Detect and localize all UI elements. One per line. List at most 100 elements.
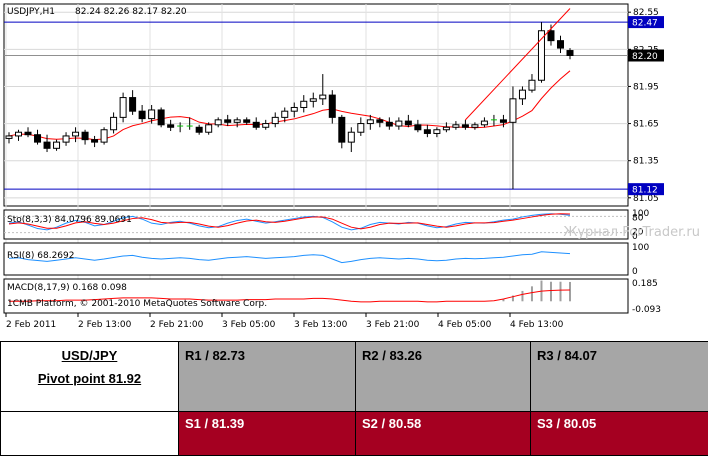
macd-label: MACD(8,17,9) 0.168 0.098: [7, 283, 127, 293]
candle-body: [377, 120, 383, 122]
candle-body: [158, 110, 164, 125]
candle-body: [234, 120, 240, 122]
candle-body: [500, 120, 506, 122]
empty-cell: [1, 412, 179, 456]
candle-body: [63, 136, 69, 142]
macd-tick-label: 0.185: [632, 279, 658, 289]
resistance-2: R2 / 83.26: [356, 342, 531, 412]
rsi-tick-label: 0: [632, 267, 638, 277]
time-tick-label: 3 Feb 13:00: [294, 320, 348, 330]
time-tick-label: 2 Feb 21:00: [150, 320, 204, 330]
candle-body: [557, 41, 563, 48]
candle-body: [301, 101, 307, 107]
pivot-header-cell: USD/JPY Pivot point 81.92: [1, 342, 179, 412]
candle-body: [510, 99, 516, 123]
candle-body: [443, 127, 449, 129]
candle-body: [405, 121, 411, 125]
macd-tick-label: -0.093: [632, 305, 661, 315]
candle-body: [111, 117, 117, 129]
candle-body: [44, 142, 50, 148]
candle-body: [462, 125, 468, 127]
candle-body: [424, 130, 430, 134]
candle-body: [310, 99, 316, 101]
candle-body: [206, 125, 212, 132]
candle-body: [453, 125, 459, 127]
time-tick-label: 4 Feb 05:00: [438, 320, 492, 330]
candle-body: [120, 98, 126, 118]
candle: [101, 127, 107, 144]
stochastic-label: Sto(8,3,3) 84.0796 89.0691: [7, 215, 132, 225]
pivot-levels-table: USD/JPY Pivot point 81.92 R1 / 82.73 R2 …: [0, 341, 708, 456]
rsi-tick-label: 100: [632, 243, 649, 253]
candle-body: [253, 122, 259, 127]
current-price-label: 82.20: [632, 52, 658, 62]
support-1: S1 / 81.39: [179, 412, 356, 456]
support-2: S2 / 80.58: [356, 412, 531, 456]
watermark: Журнал ForTrader.ru: [563, 225, 700, 240]
candle: [538, 22, 544, 83]
candle-body: [548, 31, 554, 41]
candle: [120, 93, 126, 123]
copyright-text: 1CMB Platform, © 2001-2010 MetaQuotes So…: [7, 299, 267, 309]
candle-body: [25, 132, 31, 134]
price-tick-label: 81.35: [633, 157, 659, 167]
candle-body: [244, 120, 250, 122]
candle-body: [481, 121, 487, 125]
chart-title: USDJPY,H1: [7, 7, 55, 17]
candle-body: [73, 132, 79, 136]
candle-body: [358, 124, 364, 133]
resistance-1: R1 / 82.73: [179, 342, 356, 412]
level-label: 82.47: [632, 19, 658, 29]
candle-body: [282, 111, 288, 117]
pair-name: USD/JPY: [1, 348, 178, 363]
candle-body: [54, 142, 60, 148]
time-tick-label: 3 Feb 21:00: [366, 320, 420, 330]
price-chart: 82.5582.2581.9581.6581.3581.0582.4781.12…: [0, 0, 708, 341]
candle-body: [529, 80, 535, 90]
candle-body: [82, 132, 88, 139]
candle-body: [168, 125, 174, 127]
candle-body: [339, 117, 345, 142]
candle-body: [519, 90, 525, 99]
stochastic-tick-label: 80: [632, 214, 644, 224]
pivot-point: Pivot point 81.92: [1, 371, 178, 386]
candle-body: [329, 95, 335, 117]
candle: [158, 107, 164, 127]
candle-body: [101, 130, 107, 142]
candle-body: [348, 132, 354, 142]
candle-body: [291, 107, 297, 111]
candle-body: [16, 132, 22, 136]
candle-body: [130, 98, 136, 112]
time-tick-label: 3 Feb 05:00: [222, 320, 276, 330]
time-tick-label: 4 Feb 13:00: [510, 320, 564, 330]
main-panel: [4, 4, 628, 206]
level-label: 81.12: [632, 186, 658, 196]
candle-body: [139, 111, 145, 118]
candle-body: [92, 140, 98, 142]
candle-body: [196, 127, 202, 132]
candle-body: [149, 110, 155, 119]
candle-body: [225, 120, 231, 122]
candle-body: [320, 95, 326, 99]
rsi-label: RSI(8) 68.2692: [7, 251, 74, 261]
support-3: S3 / 80.05: [531, 412, 708, 456]
candle-body: [386, 122, 392, 126]
ohlc-readout: 82.24 82.26 82.17 82.20: [75, 7, 187, 17]
candle-body: [434, 130, 440, 134]
candle-body: [6, 136, 12, 138]
candle-body: [367, 120, 373, 124]
candle-body: [472, 125, 478, 127]
resistance-3: R3 / 84.07: [531, 342, 708, 412]
price-tick-label: 81.95: [633, 82, 659, 92]
candle-body: [215, 120, 221, 125]
price-tick-label: 81.65: [633, 120, 659, 130]
candle-body: [567, 51, 573, 56]
candle-body: [415, 125, 421, 130]
candle-body: [396, 121, 402, 126]
rsi-panel: [4, 243, 628, 275]
time-tick-label: 2 Feb 2011: [6, 320, 56, 330]
candle-body: [272, 117, 278, 123]
candle-body: [263, 124, 269, 128]
candle-body: [35, 135, 41, 142]
time-tick-label: 2 Feb 13:00: [78, 320, 132, 330]
